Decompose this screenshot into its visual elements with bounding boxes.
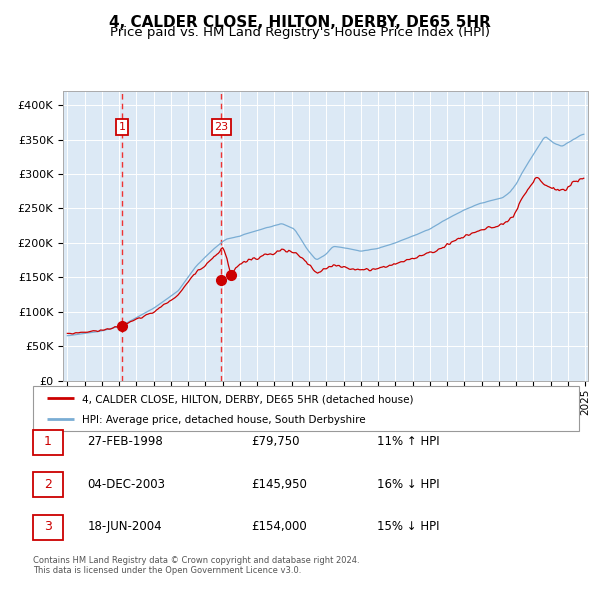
FancyBboxPatch shape (33, 386, 579, 431)
Text: 4, CALDER CLOSE, HILTON, DERBY, DE65 5HR: 4, CALDER CLOSE, HILTON, DERBY, DE65 5HR (109, 15, 491, 30)
Text: 23: 23 (214, 122, 229, 132)
Text: £79,750: £79,750 (251, 435, 300, 448)
Text: £145,950: £145,950 (251, 478, 307, 491)
Text: 11% ↑ HPI: 11% ↑ HPI (377, 435, 440, 448)
Text: 27-FEB-1998: 27-FEB-1998 (88, 435, 163, 448)
Text: 2: 2 (44, 478, 52, 491)
Text: 18-JUN-2004: 18-JUN-2004 (88, 520, 162, 533)
Text: 15% ↓ HPI: 15% ↓ HPI (377, 520, 439, 533)
Text: HPI: Average price, detached house, South Derbyshire: HPI: Average price, detached house, Sout… (82, 415, 366, 425)
FancyBboxPatch shape (33, 430, 63, 455)
Text: Contains HM Land Registry data © Crown copyright and database right 2024.
This d: Contains HM Land Registry data © Crown c… (33, 556, 359, 575)
Text: 04-DEC-2003: 04-DEC-2003 (88, 478, 166, 491)
Text: Price paid vs. HM Land Registry's House Price Index (HPI): Price paid vs. HM Land Registry's House … (110, 26, 490, 39)
FancyBboxPatch shape (33, 514, 63, 540)
Text: 3: 3 (44, 520, 52, 533)
FancyBboxPatch shape (33, 472, 63, 497)
Text: 1: 1 (44, 435, 52, 448)
Text: 1: 1 (118, 122, 125, 132)
Text: £154,000: £154,000 (251, 520, 307, 533)
Text: 16% ↓ HPI: 16% ↓ HPI (377, 478, 440, 491)
Text: 4, CALDER CLOSE, HILTON, DERBY, DE65 5HR (detached house): 4, CALDER CLOSE, HILTON, DERBY, DE65 5HR… (82, 395, 413, 405)
